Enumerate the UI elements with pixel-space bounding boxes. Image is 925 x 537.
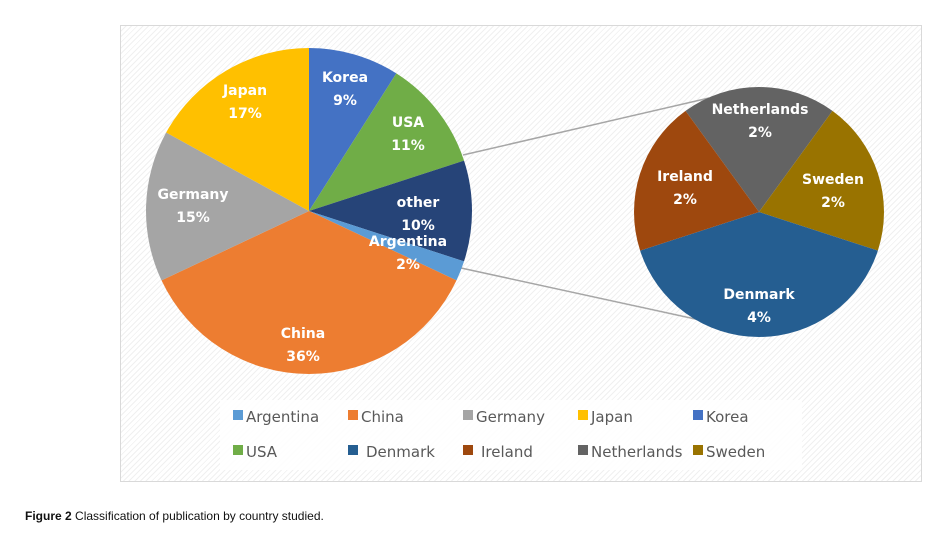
main-value-china: 36% xyxy=(286,349,320,365)
main-slice-china xyxy=(161,211,457,375)
legend-swatch-usa xyxy=(233,445,243,455)
legend-swatch-ireland xyxy=(463,445,473,455)
main-value-usa: 11% xyxy=(391,138,425,154)
main-label-other: other xyxy=(397,195,440,211)
legend-label-denmark: Denmark xyxy=(366,443,435,461)
main-value-argentina: 2% xyxy=(396,257,420,273)
secondary-label-netherlands: Netherlands xyxy=(712,102,809,118)
legend-box xyxy=(220,400,802,470)
figure-label: Figure 2 xyxy=(25,509,72,523)
secondary-value-denmark: 4% xyxy=(747,310,771,326)
legend-label-sweden: Sweden xyxy=(706,443,765,461)
main-label-argentina: Argentina xyxy=(369,234,447,250)
main-slice-argentina xyxy=(309,211,465,281)
legend-swatch-japan xyxy=(578,410,588,420)
main-label-china: China xyxy=(281,326,325,342)
legend-swatch-argentina xyxy=(233,410,243,420)
main-label-germany: Germany xyxy=(157,187,228,203)
legend-label-germany: Germany xyxy=(476,408,545,426)
legend-swatch-netherlands xyxy=(578,445,588,455)
secondary-slice-denmark xyxy=(640,212,878,338)
legend-swatch-korea xyxy=(693,410,703,420)
legend-label-argentina: Argentina xyxy=(246,408,319,426)
main-label-japan: Japan xyxy=(222,83,267,99)
legend-swatch-sweden xyxy=(693,445,703,455)
caption-text: Classification of publication by country… xyxy=(75,509,324,523)
legend-swatch-china xyxy=(348,410,358,420)
main-value-other: 10% xyxy=(401,218,435,234)
legend-swatch-denmark xyxy=(348,445,358,455)
legend-swatch-germany xyxy=(463,410,473,420)
main-slice-germany xyxy=(146,132,309,281)
main-slice-other xyxy=(309,160,472,262)
secondary-value-sweden: 2% xyxy=(821,195,845,211)
secondary-label-sweden: Sweden xyxy=(802,172,864,188)
main-label-usa: USA xyxy=(392,115,424,131)
legend-label-japan: Japan xyxy=(590,408,633,426)
secondary-slice-ireland xyxy=(634,110,759,251)
legend-label-usa: USA xyxy=(246,443,278,461)
secondary-slice-sweden xyxy=(759,110,885,251)
secondary-value-netherlands: 2% xyxy=(748,125,772,141)
secondary-slice-netherlands xyxy=(685,87,833,212)
main-label-korea: Korea xyxy=(322,70,368,86)
connector-line-top xyxy=(462,97,710,156)
legend-label-ireland: Ireland xyxy=(481,443,533,461)
connector-line-bottom xyxy=(460,267,710,323)
main-slice-korea xyxy=(309,48,397,211)
legend-label-netherlands: Netherlands xyxy=(591,443,683,461)
secondary-label-ireland: Ireland xyxy=(657,169,713,185)
main-value-germany: 15% xyxy=(176,210,210,226)
secondary-value-ireland: 2% xyxy=(673,192,697,208)
legend-label-korea: Korea xyxy=(706,408,749,426)
main-value-japan: 17% xyxy=(228,106,262,122)
legend-label-china: China xyxy=(361,408,404,426)
secondary-label-denmark: Denmark xyxy=(723,287,795,303)
main-value-korea: 9% xyxy=(333,93,357,109)
main-slice-usa xyxy=(309,73,465,212)
figure-caption: Figure 2 Classification of publication b… xyxy=(25,509,324,523)
main-slice-japan xyxy=(166,48,309,211)
